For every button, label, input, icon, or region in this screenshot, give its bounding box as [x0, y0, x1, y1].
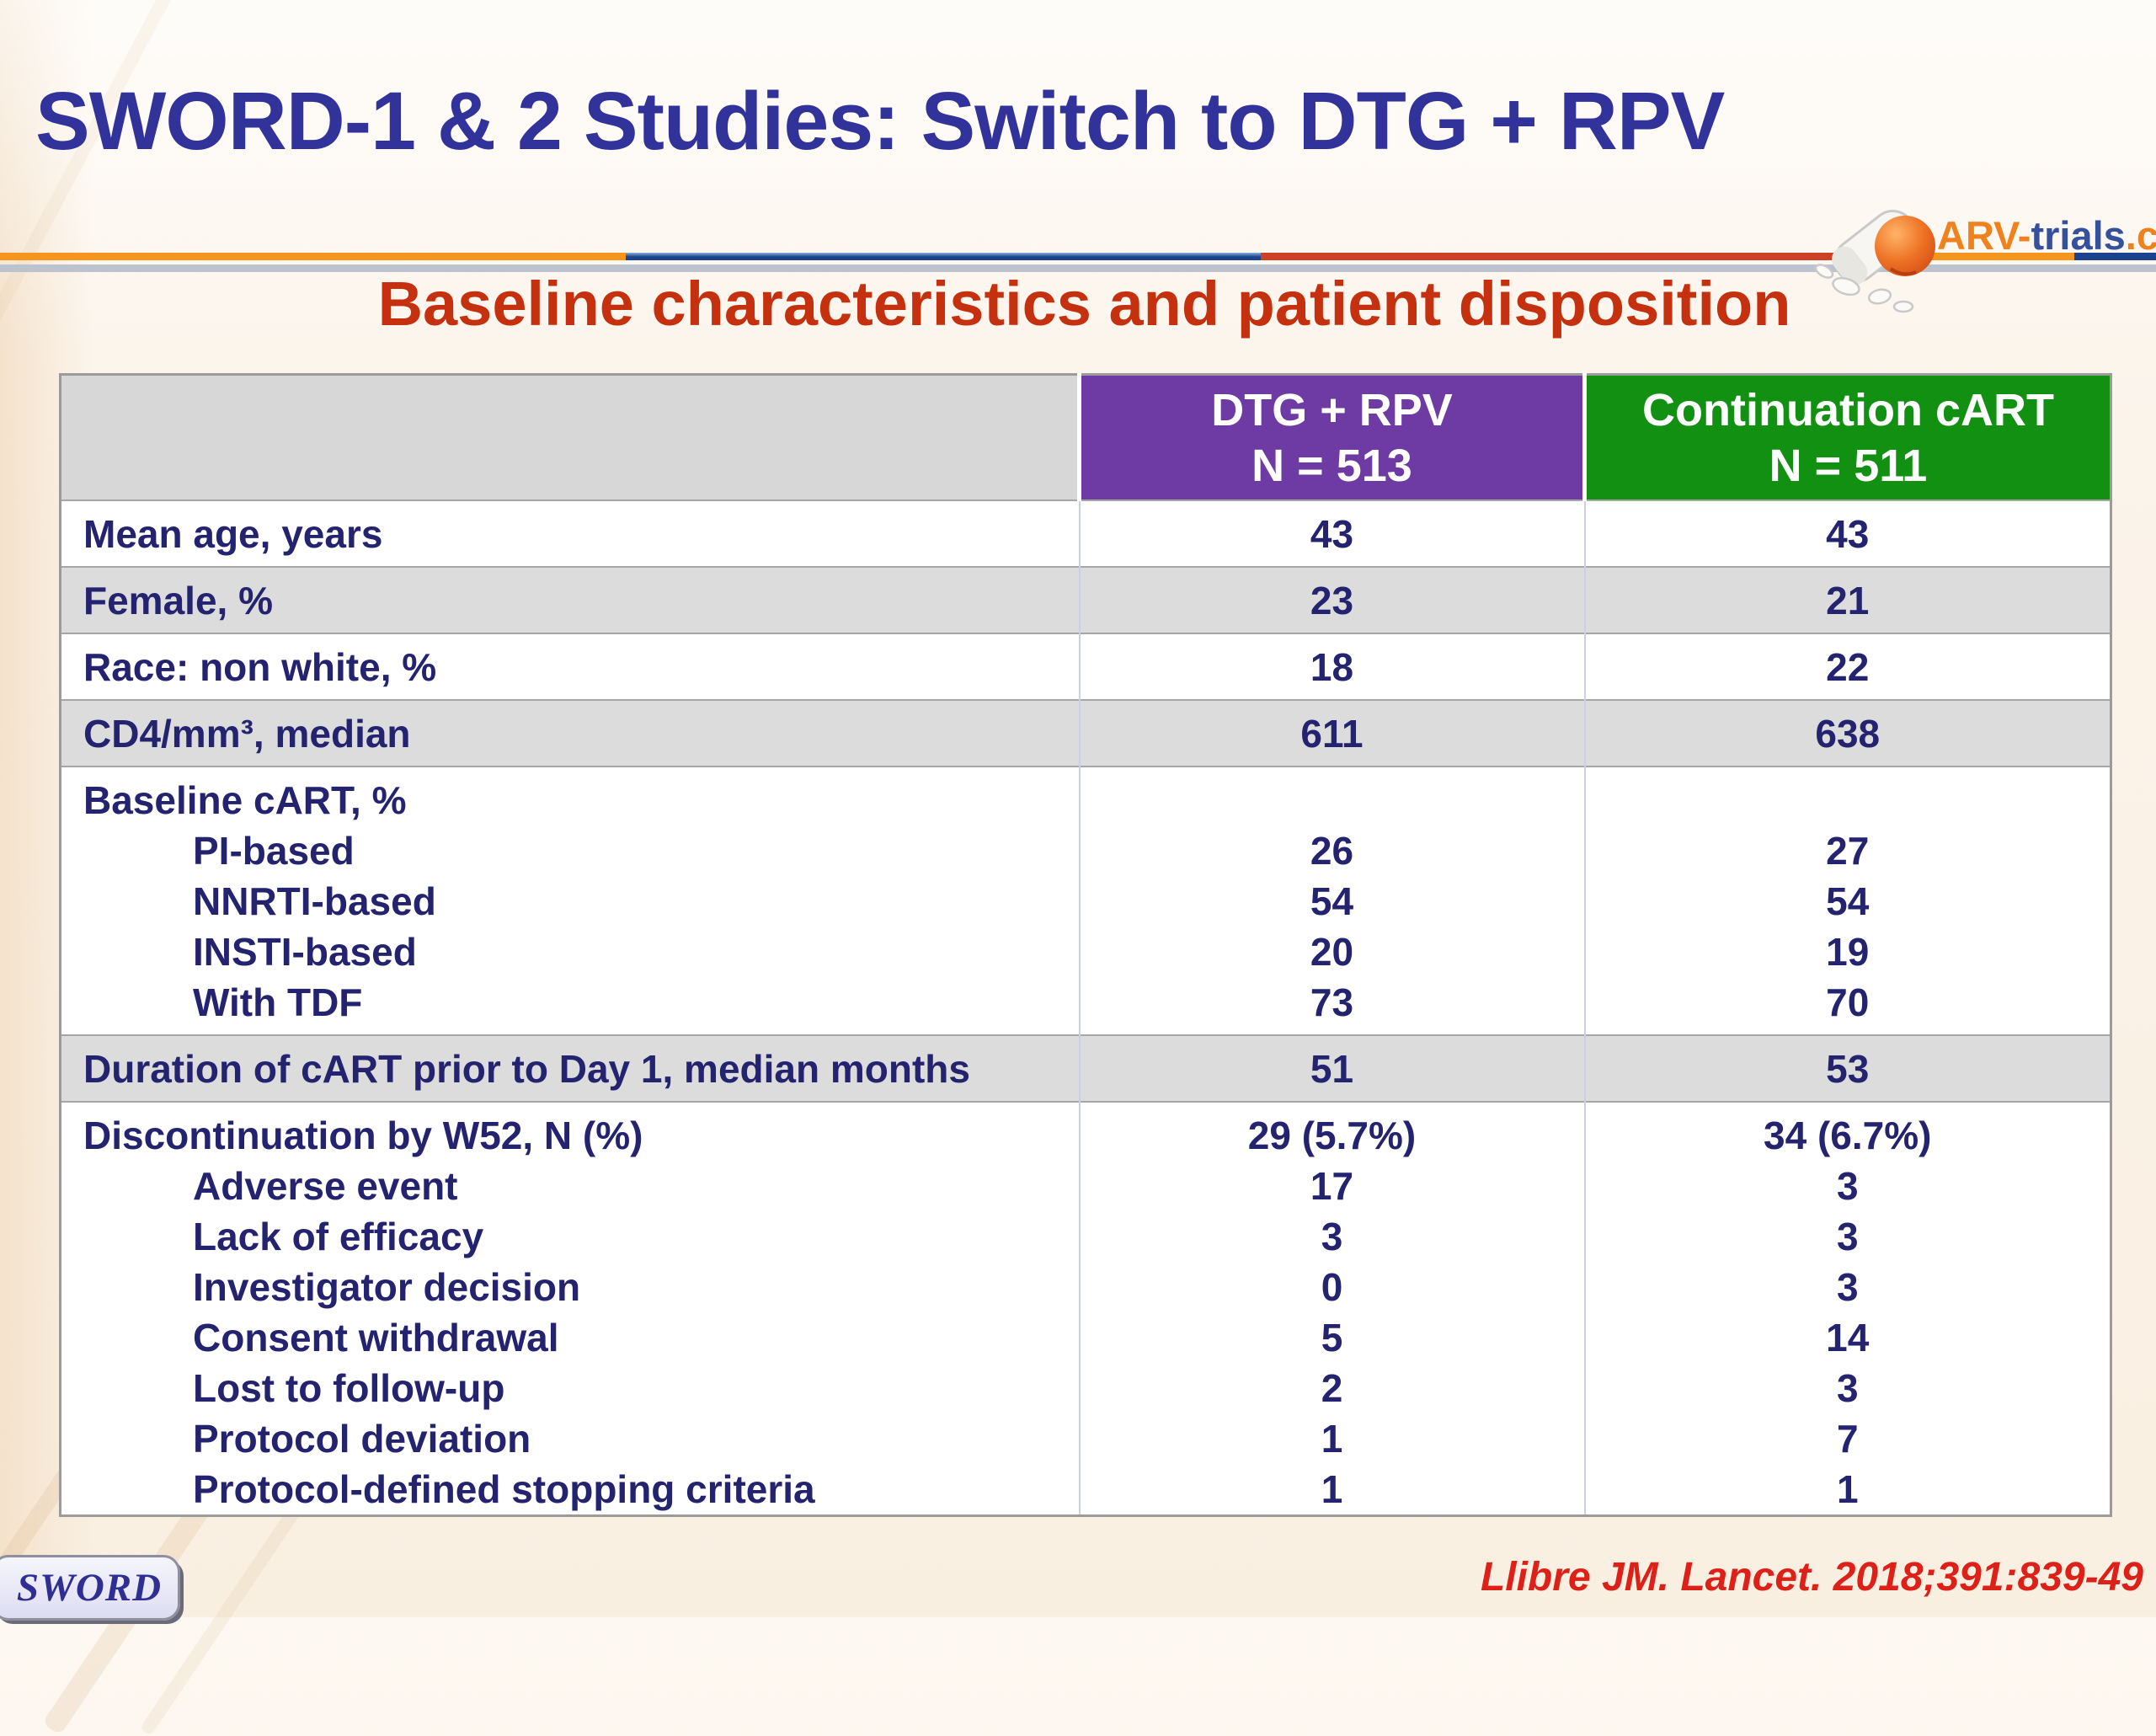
baseline-dtg-value: 54 [1310, 879, 1354, 923]
citation-text: Llibre JM. Lancet. 2018;391:839-49 [1480, 1555, 2143, 1600]
discontinuation-cart-total: 34 (6.7%) [1764, 1114, 1932, 1157]
header-dtg-line1: DTG + RPV [1211, 384, 1453, 435]
table-row-female: Female, % 23 21 [60, 566, 2111, 633]
table-header-row: DTG + RPV N = 513 Continuation cART N = … [60, 374, 2111, 500]
header-cart-line2: N = 511 [1769, 440, 1928, 491]
row-label-cell: Discontinuation by W52, N (%) Adverse ev… [60, 1101, 1080, 1516]
baseline-item: With TDF [193, 980, 363, 1024]
discontinuation-label: Discontinuation by W52, N (%) [83, 1114, 643, 1157]
discontinuation-item: Lack of efficacy [193, 1215, 484, 1258]
row-label-cell: Baseline cART, % PI-based NNRTI-based IN… [60, 766, 1080, 1035]
baseline-cart-value: 27 [1826, 829, 1870, 873]
row-label-cell: CD4/mm³, median [60, 699, 1080, 767]
baseline-dtg-value: 26 [1310, 829, 1354, 873]
sword-badge-label: SWORD [16, 1566, 163, 1610]
cart-value-cell: 34 (6.7%) 3 3 3 14 3 7 1 [1583, 1101, 2111, 1516]
pill-icon [1814, 210, 1935, 313]
baseline-cart-value: 70 [1826, 980, 1870, 1024]
table-row-mean-age: Mean age, years 43 43 [60, 499, 2111, 567]
dtg-value-cell: 43 [1078, 499, 1585, 567]
sword-badge: SWORD [0, 1555, 180, 1621]
dtg-value-cell: 611 [1078, 699, 1585, 767]
baseline-item: PI-based [193, 829, 355, 873]
header-blank-cell [60, 374, 1080, 500]
divider-segment-orange [1897, 253, 2074, 260]
dtg-value-cell: 29 (5.7%) 17 3 0 5 2 1 1 [1078, 1101, 1585, 1516]
baseline-label: Baseline cART, % [83, 778, 407, 822]
arv-trials-logo-text: ARV-trials.com [1937, 212, 2156, 259]
dtg-value-cell: 18 [1078, 633, 1585, 700]
divider-line-gray [0, 264, 2156, 272]
baseline-dtg-value: 20 [1310, 930, 1354, 974]
table-row-race: Race: non white, % 18 22 [60, 633, 2111, 700]
divider-segment-blue [626, 253, 1261, 260]
divider-segment-dark-orange [1261, 253, 1897, 260]
discontinuation-dtg-value: 3 [1321, 1215, 1343, 1258]
header-dtg-rpv-cell: DTG + RPV N = 513 [1077, 374, 1585, 500]
logo-text-com: .com [2125, 213, 2156, 258]
discontinuation-cart-value: 14 [1826, 1316, 1870, 1359]
divider-segment-orange [0, 253, 626, 260]
dtg-value-cell: 26 54 20 73 [1078, 766, 1585, 1035]
baseline-cart-value: 54 [1826, 879, 1870, 923]
discontinuation-item: Investigator decision [193, 1265, 581, 1309]
row-label-cell: Mean age, years [60, 499, 1080, 567]
table-row-baseline-cart: Baseline cART, % PI-based NNRTI-based IN… [60, 766, 2111, 1035]
discontinuation-cart-value: 7 [1836, 1417, 1859, 1461]
background-glow [0, 0, 2156, 354]
header-continuation-cart-cell: Continuation cART N = 511 [1582, 374, 2111, 500]
slide-subtitle: Baseline characteristics and patient dis… [377, 269, 1791, 339]
header-cart-line1: Continuation cART [1642, 384, 2054, 435]
discontinuation-item: Protocol-defined stopping criteria [193, 1467, 815, 1511]
table-row-cd4: CD4/mm³, median 611 638 [60, 699, 2111, 767]
dtg-value-cell: 51 [1078, 1034, 1585, 1102]
discontinuation-item: Protocol deviation [193, 1417, 531, 1461]
row-label-cell: Female, % [60, 566, 1080, 633]
row-label-cell: Duration of cART prior to Day 1, median … [60, 1034, 1080, 1102]
baseline-dtg-value: 73 [1310, 980, 1354, 1024]
discontinuation-item: Lost to follow-up [193, 1366, 505, 1410]
baseline-item: INSTI-based [193, 930, 417, 974]
discontinuation-cart-value: 1 [1836, 1467, 1859, 1511]
discontinuation-dtg-value: 17 [1310, 1164, 1354, 1208]
discontinuation-dtg-value: 0 [1321, 1265, 1343, 1309]
cart-value-cell: 27 54 19 70 [1583, 766, 2111, 1035]
logo-text-trials: trials [2031, 213, 2126, 258]
baseline-characteristics-table-wrap: DTG + RPV N = 513 Continuation cART N = … [59, 373, 2112, 1517]
row-label-cell: Race: non white, % [60, 633, 1080, 700]
divider-segment-blue [2074, 253, 2156, 260]
baseline-characteristics-table: DTG + RPV N = 513 Continuation cART N = … [59, 373, 2112, 1517]
discontinuation-dtg-value: 1 [1321, 1467, 1343, 1511]
discontinuation-dtg-value: 1 [1321, 1417, 1343, 1461]
discontinuation-cart-value: 3 [1836, 1164, 1859, 1208]
cart-value-cell: 22 [1583, 633, 2111, 700]
slide-title: SWORD-1 & 2 Studies: Switch to DTG + RPV [35, 75, 1725, 167]
table-row-discontinuation: Discontinuation by W52, N (%) Adverse ev… [60, 1101, 2111, 1516]
arv-trials-logo: ARV-trials.com [1802, 189, 2156, 315]
cart-value-cell: 53 [1583, 1034, 2111, 1102]
discontinuation-dtg-value: 5 [1321, 1316, 1343, 1359]
discontinuation-cart-value: 3 [1836, 1215, 1859, 1258]
discontinuation-dtg-value: 2 [1321, 1366, 1343, 1410]
discontinuation-item: Adverse event [193, 1164, 458, 1208]
discontinuation-item: Consent withdrawal [193, 1316, 559, 1359]
cart-value-cell: 21 [1583, 566, 2111, 633]
cart-value-cell: 638 [1583, 699, 2111, 767]
table-row-duration: Duration of cART prior to Day 1, median … [60, 1034, 2111, 1102]
baseline-cart-value: 19 [1826, 930, 1870, 974]
discontinuation-dtg-total: 29 (5.7%) [1247, 1114, 1417, 1157]
discontinuation-cart-value: 3 [1836, 1366, 1859, 1410]
cart-value-cell: 43 [1583, 499, 2111, 567]
header-dtg-line2: N = 513 [1251, 440, 1412, 491]
dtg-value-cell: 23 [1078, 566, 1585, 633]
discontinuation-cart-value: 3 [1836, 1265, 1859, 1309]
logo-text-arv: ARV- [1937, 213, 2031, 258]
divider-line [0, 253, 2156, 260]
baseline-item: NNRTI-based [193, 879, 436, 923]
